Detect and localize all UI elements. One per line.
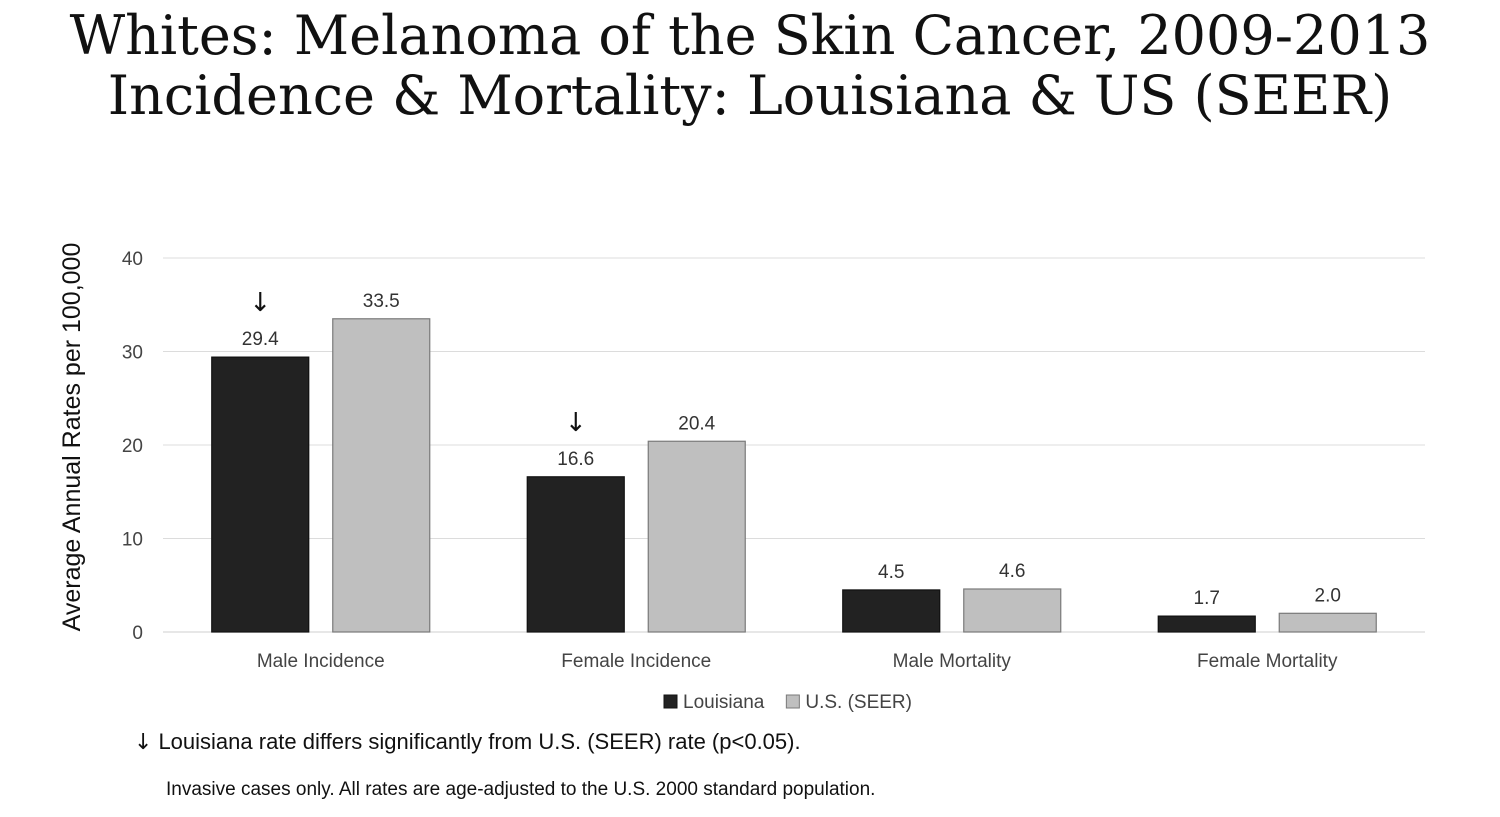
data-label: 20.4 xyxy=(678,413,715,434)
legend-swatch xyxy=(785,694,800,709)
significance-note-text: Louisiana rate differs significantly fro… xyxy=(158,729,801,754)
y-tick-label: 20 xyxy=(122,436,143,457)
data-label: 33.5 xyxy=(363,291,400,312)
bar xyxy=(526,476,625,633)
x-category-label: Female Incidence xyxy=(561,651,711,672)
x-category-label: Female Mortality xyxy=(1197,651,1338,672)
significance-arrow-icon: ↓ xyxy=(565,408,587,438)
chart-title-line-1: Whites: Melanoma of the Skin Cancer, 200… xyxy=(69,4,1431,67)
data-label: 2.0 xyxy=(1315,585,1341,606)
data-label: 1.7 xyxy=(1194,588,1220,609)
significance-arrow-icon: ↓ xyxy=(249,288,271,318)
down-arrow-icon: ↓ xyxy=(134,730,153,755)
y-axis-label: Average Annual Rates per 100,000 xyxy=(58,243,86,632)
bar xyxy=(963,588,1062,633)
x-category-label: Male Mortality xyxy=(893,651,1012,672)
bar xyxy=(211,356,310,633)
y-tick-label: 10 xyxy=(122,530,143,551)
legend-label: U.S. (SEER) xyxy=(805,692,912,713)
y-tick-label: 40 xyxy=(122,249,143,270)
legend-swatch xyxy=(663,694,678,709)
footnote: Invasive cases only. All rates are age-a… xyxy=(166,779,876,800)
bar xyxy=(332,318,431,633)
legend-label: Louisiana xyxy=(683,692,765,713)
y-tick-label: 30 xyxy=(122,343,143,364)
bar xyxy=(1157,615,1256,633)
data-label: 29.4 xyxy=(242,329,279,350)
chart-title: Whites: Melanoma of the Skin Cancer, 200… xyxy=(0,6,1500,126)
bar xyxy=(647,440,746,633)
significance-note: ↓ Louisiana rate differs significantly fr… xyxy=(134,729,801,755)
bar xyxy=(842,589,941,633)
chart-title-line-2: Incidence & Mortality: Louisiana & US (S… xyxy=(107,64,1393,127)
data-label: 16.6 xyxy=(557,449,594,470)
data-label: 4.6 xyxy=(999,561,1025,582)
data-label: 4.5 xyxy=(878,562,904,583)
bar xyxy=(1278,612,1377,633)
y-tick-label: 0 xyxy=(132,623,143,644)
x-category-label: Male Incidence xyxy=(257,651,385,672)
